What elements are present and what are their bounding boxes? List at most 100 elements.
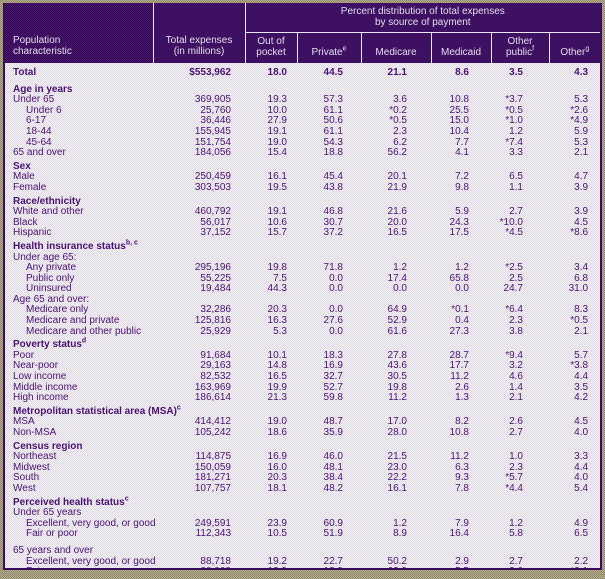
cell: *5.7 — [505, 472, 523, 484]
cell: 2.7 — [509, 427, 523, 438]
cell: 43.8 — [323, 181, 343, 193]
table-row: Public only 55,225 7.5 0.0 17.4 65.8 2.5 6.8 — [5, 272, 600, 285]
section-row: Metropolitan statistical area (MSA)c — [5, 404, 600, 418]
cell: *4.9 — [570, 115, 589, 127]
cell: 16.0 — [267, 461, 287, 473]
cell: 21.1 — [387, 67, 407, 78]
table-row: South 181,271 20.3 38.4 22.2 9.3 *5.7 4.0 — [5, 473, 600, 484]
cell: 19.1 — [267, 125, 287, 137]
cell: 2.1 — [574, 325, 589, 337]
cell: 19.8 — [267, 262, 287, 274]
sublabel-label: Age 65 and over: — [5, 293, 600, 306]
cell: 17.0 — [387, 416, 407, 428]
cell: 249,591 — [194, 517, 231, 529]
cell: 5.7 — [574, 349, 589, 361]
cell: 0.0 — [329, 325, 343, 337]
cell: 10.0 — [267, 104, 287, 116]
section-label: Age in years — [5, 82, 600, 96]
row-label-text: Poverty status — [13, 339, 82, 351]
cell: 16.3 — [267, 315, 287, 327]
expenses-table-frame: Population characteristic Total expenses… — [3, 3, 602, 570]
cell: 4.4 — [574, 371, 589, 383]
sublabel-label: Under age 65: — [5, 251, 600, 264]
row-label: Uninsured — [26, 283, 72, 295]
cell: 1.3 — [455, 392, 469, 404]
table-row: Uninsured 19,484 44.3 0.0 0.0 0.0 24.7 31.0 — [5, 284, 600, 295]
cell: 18.1 — [267, 482, 287, 494]
cell: *4.5 — [505, 227, 523, 239]
cell: 27.8 — [387, 349, 407, 361]
cell: *3.8 — [570, 360, 589, 372]
cell: 295,196 — [194, 262, 231, 274]
cell: 3.8 — [509, 325, 523, 337]
row-label: Fair or poor — [26, 528, 78, 540]
cell: 1.2 — [509, 125, 523, 137]
cell: 0.0 — [329, 272, 343, 284]
table-row: Poor 91,684 10.1 18.3 27.8 28.7 *9.4 5.7 — [5, 349, 600, 362]
cell: 5.3 — [574, 136, 589, 148]
cell: 1.2 — [455, 262, 469, 274]
cell: 61.6 — [387, 325, 407, 337]
sublabel-label: 65 years and over — [5, 545, 600, 557]
cell: 91,684 — [200, 349, 231, 361]
sublabel-row: 65 years and over — [5, 545, 600, 557]
cell: 11.2 — [450, 451, 469, 463]
table-row: Any private 295,196 19.8 71.8 1.2 1.2 *2.5 3.4 — [5, 262, 600, 274]
cell: 4.5 — [574, 216, 589, 228]
cell: *0.5 — [570, 315, 589, 327]
column-header-other: Otherg — [548, 32, 600, 63]
cell: 11.2 — [388, 392, 407, 404]
cell: 6.5 — [574, 528, 589, 540]
cell: 1.2 — [393, 517, 407, 529]
cell: 25.5 — [449, 104, 469, 116]
cell: 57.3 — [323, 94, 343, 106]
section-label: Metropolitan statistical area (MSA)c — [5, 404, 600, 418]
cell: 6.8 — [574, 272, 589, 284]
column-header-label: Other — [560, 47, 586, 58]
section-row: Poverty statusd — [5, 337, 600, 351]
row-label: Medicare only — [26, 304, 89, 316]
row-label: 65 and over — [13, 147, 66, 159]
cell: 3.9 — [574, 181, 589, 193]
cell: 155,945 — [194, 125, 231, 137]
cell: 88,718 — [200, 555, 231, 567]
cell: 181,271 — [194, 472, 231, 484]
cell: *6.4 — [505, 304, 523, 316]
table-row: Medicare only 32,286 20.3 0.0 64.9 *0.1 *6.4 8.… — [5, 305, 600, 316]
table-row: Under 65 369,905 19.3 57.3 3.6 10.8 *3.7 5.3 — [5, 95, 600, 106]
cell: 29,163 — [200, 360, 231, 372]
cell: 5.3 — [574, 94, 589, 106]
table-row: Hispanic 37,152 15.7 37.2 16.5 17.5 *4.5 *8.6 — [5, 228, 600, 239]
cell: 52.7 — [323, 381, 343, 393]
cell: 10.8 — [449, 427, 469, 438]
cell: 5.9 — [574, 125, 589, 137]
cell: 23.0 — [387, 461, 407, 473]
table-row: Midwest 150,059 16.0 48.1 23.0 6.3 2.3 4.4 — [5, 461, 600, 474]
table-row: MSA 414,412 19.0 48.7 17.0 8.2 2.6 4.5 — [5, 417, 600, 428]
cell: 7.5 — [273, 272, 287, 284]
cell: 10.5 — [267, 528, 287, 540]
cell: 11.2 — [450, 371, 469, 383]
row-label: Public only — [26, 272, 75, 284]
cell: 1.2 — [393, 262, 407, 274]
population-header-line1: Population — [13, 35, 61, 46]
cell: 45.4 — [323, 171, 343, 183]
cell: 16.4 — [449, 528, 469, 540]
cell: 44.3 — [267, 283, 287, 295]
row-label-text: Sex — [13, 160, 31, 172]
cell: 369,905 — [194, 94, 231, 106]
row-label-text: Under age 65: — [13, 251, 77, 263]
cell: 61.1 — [323, 104, 343, 116]
row-label-text: Health insurance status — [13, 240, 126, 252]
section-label: Poverty statusd — [5, 337, 600, 351]
cell: 4.3 — [574, 67, 589, 78]
cell: 4.7 — [574, 171, 589, 183]
cell: 16.5 — [387, 227, 407, 239]
cell: 2.2 — [574, 555, 589, 567]
row-label: Under 6 — [26, 104, 62, 116]
row-label: Medicare and private — [26, 315, 120, 327]
column-header-label: Other public — [505, 36, 533, 58]
section-row: Age in years — [5, 82, 600, 96]
column-header-label: Medicaid — [440, 47, 482, 58]
row-label-text: Age 65 and over: — [13, 293, 90, 305]
